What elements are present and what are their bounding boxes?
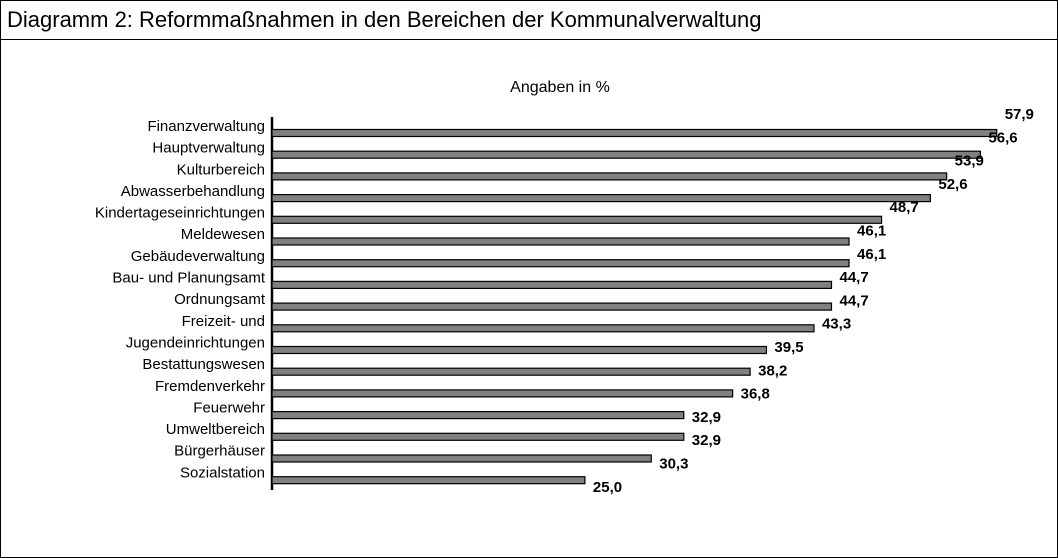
- category-label: Sozialstation: [180, 464, 265, 481]
- category-label: Jugendeinrichtungen: [126, 334, 265, 351]
- bar: [271, 280, 833, 289]
- bar: [271, 411, 685, 420]
- bar: [271, 150, 982, 159]
- category-label: Kulturbereich: [177, 161, 265, 178]
- category-label: Bestattungswesen: [142, 356, 265, 373]
- category-label: Bau- und Planungsamt: [112, 270, 265, 287]
- bar: [271, 215, 883, 224]
- value-label: 52,6: [938, 176, 967, 193]
- category-label: Finanzverwaltung: [147, 118, 265, 135]
- value-label: 46,1: [857, 222, 886, 239]
- value-label: 32,9: [692, 409, 721, 426]
- bar: [271, 128, 998, 138]
- category-label: Kindertageseinrichtungen: [95, 205, 265, 222]
- bar: [271, 194, 931, 203]
- value-label: 36,8: [741, 386, 770, 403]
- bar: [271, 259, 850, 268]
- bar: [271, 172, 948, 181]
- bar: [271, 324, 815, 333]
- bar: [271, 367, 751, 376]
- category-label: Hauptverwaltung: [152, 140, 265, 157]
- value-label: 25,0: [593, 479, 622, 496]
- category-label: Umweltbereich: [166, 421, 265, 438]
- value-label: 48,7: [890, 199, 919, 216]
- bar: [271, 454, 652, 463]
- bar: [271, 476, 586, 485]
- category-label: Meldewesen: [181, 226, 265, 243]
- bar: [271, 237, 850, 246]
- category-label: Fremdenverkehr: [155, 378, 265, 395]
- value-label: 32,9: [692, 432, 721, 449]
- value-label: 53,9: [955, 153, 984, 170]
- value-label: 38,2: [758, 362, 787, 379]
- category-label: Freizeit- und: [182, 313, 265, 330]
- value-label: 39,5: [774, 339, 803, 356]
- value-label: 44,7: [839, 292, 868, 309]
- value-label: 57,9: [1005, 106, 1034, 123]
- value-label: 43,3: [822, 316, 851, 333]
- category-label: Gebäudeverwaltung: [131, 248, 265, 265]
- value-label: 46,1: [857, 246, 886, 263]
- value-label: 44,7: [839, 269, 868, 286]
- bar: [271, 432, 685, 441]
- category-label: Bürgerhäuser: [174, 443, 265, 460]
- chart-title: Diagramm 2: Reformmaßnahmen in den Berei…: [7, 7, 761, 32]
- category-label: Feuerwehr: [193, 399, 265, 416]
- value-label: 56,6: [988, 129, 1017, 146]
- bar: [271, 302, 833, 311]
- bar: [271, 389, 734, 398]
- chart-subtitle: Angaben in %: [510, 79, 610, 96]
- value-label: 30,3: [659, 455, 688, 472]
- bar: [271, 345, 768, 355]
- category-label: Abwasserbehandlung: [121, 183, 265, 200]
- category-label: Ordnungsamt: [174, 291, 266, 308]
